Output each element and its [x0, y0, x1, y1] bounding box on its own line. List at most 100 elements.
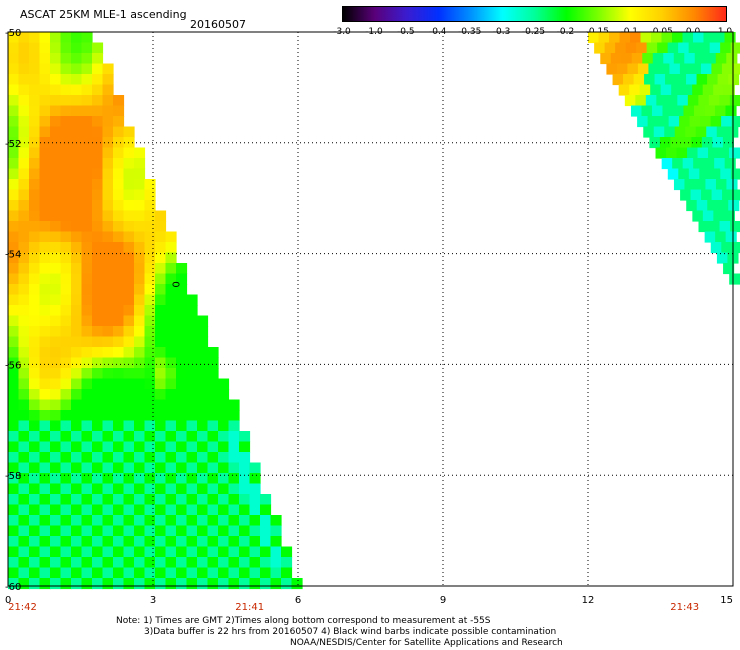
swath-cell — [123, 231, 135, 243]
swath-cell — [721, 63, 734, 75]
swath-cell — [176, 263, 188, 275]
swath-cell — [50, 221, 62, 233]
x-tick-label: 0 — [5, 595, 11, 606]
swath-cell — [81, 483, 93, 495]
swath-cell — [123, 189, 135, 201]
swath-cell — [144, 273, 156, 285]
swath-cell — [165, 536, 177, 548]
swath-cell — [207, 420, 219, 432]
swath-cell — [71, 315, 83, 327]
swath-cell — [249, 525, 261, 537]
swath-cell — [694, 53, 706, 65]
swath-cell — [50, 74, 62, 86]
swath-cell — [144, 410, 156, 422]
swath-cell — [155, 242, 167, 254]
swath-cell — [144, 357, 156, 369]
swath-cell — [71, 336, 83, 348]
swath-cell — [81, 546, 93, 558]
swath-cell — [155, 441, 167, 453]
swath-cell — [18, 441, 30, 453]
swath-cell — [207, 473, 219, 485]
swath-cell — [102, 525, 114, 537]
swath-cell — [218, 494, 230, 506]
swath-cell — [50, 567, 62, 579]
swath-cell — [165, 357, 177, 369]
swath-cell — [92, 263, 104, 275]
swath-cell — [687, 147, 699, 159]
swath-cell — [144, 347, 156, 359]
swath-cell — [134, 368, 146, 380]
swath-cell — [8, 536, 20, 548]
swath-cell — [176, 336, 188, 348]
swath-cell — [588, 32, 600, 44]
swath-cell — [39, 452, 51, 464]
swath-cell — [113, 231, 125, 243]
swath-cell — [155, 420, 167, 432]
swath-cell — [8, 84, 20, 96]
swath-cell — [18, 263, 30, 275]
swath-cell — [722, 189, 734, 201]
swath-cell — [71, 557, 83, 569]
swath-cell — [624, 95, 636, 107]
swath-cell — [18, 126, 30, 138]
swath-cell — [619, 32, 631, 44]
swath-cell — [81, 210, 93, 222]
swath-cell — [134, 357, 146, 369]
swath-cell — [134, 210, 146, 222]
swath-cell — [249, 515, 261, 527]
swath-cell — [134, 294, 146, 306]
swath-cell — [655, 147, 667, 159]
swath-cell — [165, 336, 177, 348]
swath-cell — [186, 326, 198, 338]
swath-cell — [260, 525, 272, 537]
swath-cell — [706, 126, 718, 138]
swath-cell — [60, 536, 72, 548]
swath-cell — [39, 179, 51, 191]
swath-cell — [228, 452, 240, 464]
swath-cell — [92, 294, 104, 306]
swath-cell — [218, 536, 230, 548]
swath-cell — [92, 473, 104, 485]
swath-cell — [39, 368, 51, 380]
swath-cell — [102, 483, 114, 495]
swath-cell — [155, 578, 167, 590]
swath-cell — [695, 126, 707, 138]
swath-cell — [646, 42, 658, 54]
swath-cell — [29, 84, 41, 96]
swath-cell — [71, 74, 83, 86]
swath-cell — [8, 305, 20, 317]
swath-cell — [197, 431, 209, 443]
swath-cell — [717, 200, 729, 212]
swath-cell — [8, 483, 20, 495]
swath-cell — [18, 189, 30, 201]
swath-cell — [60, 231, 72, 243]
swath-cell — [102, 147, 114, 159]
swath-cell — [165, 294, 177, 306]
swath-cell — [60, 431, 72, 443]
swath-cell — [228, 420, 240, 432]
swath-cell — [708, 147, 720, 159]
swath-cell — [600, 53, 612, 65]
swath-cell — [50, 84, 62, 96]
swath-cell — [714, 158, 726, 170]
swath-cell — [144, 231, 156, 243]
swath-cell — [705, 53, 717, 65]
swath-cell — [71, 504, 83, 516]
swath-cell — [207, 389, 219, 401]
swath-cell — [676, 147, 688, 159]
swath-cell — [102, 420, 114, 432]
swath-cell — [8, 137, 20, 149]
y-tick-labels: -50 -52 -54 -56 -58 -60 — [5, 28, 21, 593]
swath-cell — [697, 147, 709, 159]
swath-cell — [260, 494, 272, 506]
swath-cell — [680, 137, 692, 149]
swath-cell — [71, 189, 83, 201]
swath-cell — [39, 336, 51, 348]
swath-cell — [71, 84, 83, 96]
swath-cell — [60, 326, 72, 338]
swath-cell — [709, 168, 721, 180]
swath-cell — [60, 567, 72, 579]
swath-cell — [81, 74, 93, 86]
swath-cell — [60, 252, 72, 264]
swath-cell — [228, 536, 240, 548]
